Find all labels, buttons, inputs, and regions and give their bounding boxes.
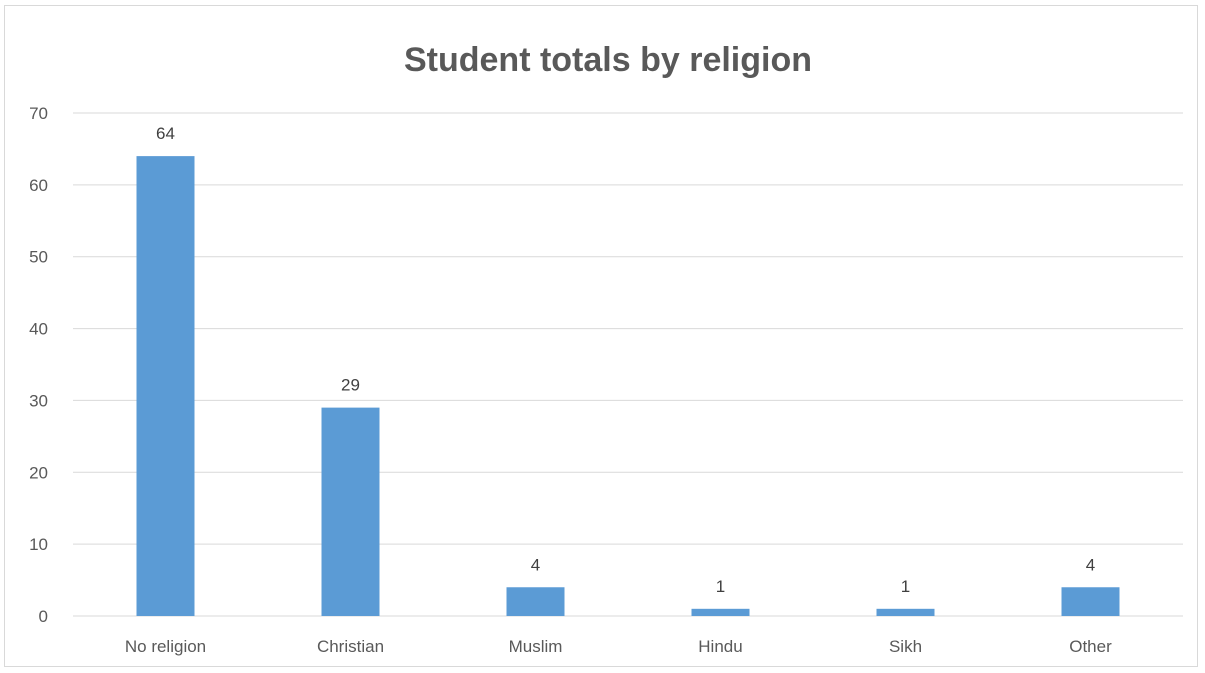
data-label: 1 bbox=[716, 577, 725, 596]
x-axis-ticks: No religion Christian Muslim Hindu Sikh Other bbox=[125, 637, 1112, 656]
bars bbox=[136, 156, 1120, 616]
x-tick-label: Sikh bbox=[889, 637, 922, 656]
data-label: 1 bbox=[901, 577, 910, 596]
y-tick-label: 40 bbox=[29, 320, 48, 339]
y-tick-label: 50 bbox=[29, 248, 48, 267]
y-axis-ticks: 0 10 20 30 40 50 60 70 bbox=[29, 104, 48, 626]
x-tick-label: Hindu bbox=[698, 637, 742, 656]
bar bbox=[136, 156, 195, 616]
bar bbox=[321, 407, 380, 616]
x-tick-label: Christian bbox=[317, 637, 384, 656]
y-tick-label: 70 bbox=[29, 104, 48, 123]
bar bbox=[876, 608, 935, 616]
y-tick-label: 60 bbox=[29, 176, 48, 195]
y-tick-label: 0 bbox=[39, 607, 48, 626]
x-tick-label: No religion bbox=[125, 637, 206, 656]
y-tick-label: 30 bbox=[29, 391, 48, 410]
chart-frame bbox=[4, 5, 1198, 667]
data-label: 4 bbox=[1086, 555, 1095, 574]
bar bbox=[691, 608, 750, 616]
x-tick-label: Other bbox=[1069, 637, 1112, 656]
gridlines bbox=[73, 112, 1183, 617]
bar bbox=[1061, 587, 1120, 616]
y-tick-label: 10 bbox=[29, 535, 48, 554]
data-label: 64 bbox=[156, 124, 175, 143]
data-label: 29 bbox=[341, 376, 360, 395]
data-labels: 64 29 4 1 1 4 bbox=[156, 124, 1095, 596]
data-label: 4 bbox=[531, 555, 540, 574]
x-tick-label: Muslim bbox=[509, 637, 563, 656]
y-tick-label: 20 bbox=[29, 463, 48, 482]
bar bbox=[506, 587, 565, 616]
chart-title: Student totals by religion bbox=[404, 41, 812, 79]
